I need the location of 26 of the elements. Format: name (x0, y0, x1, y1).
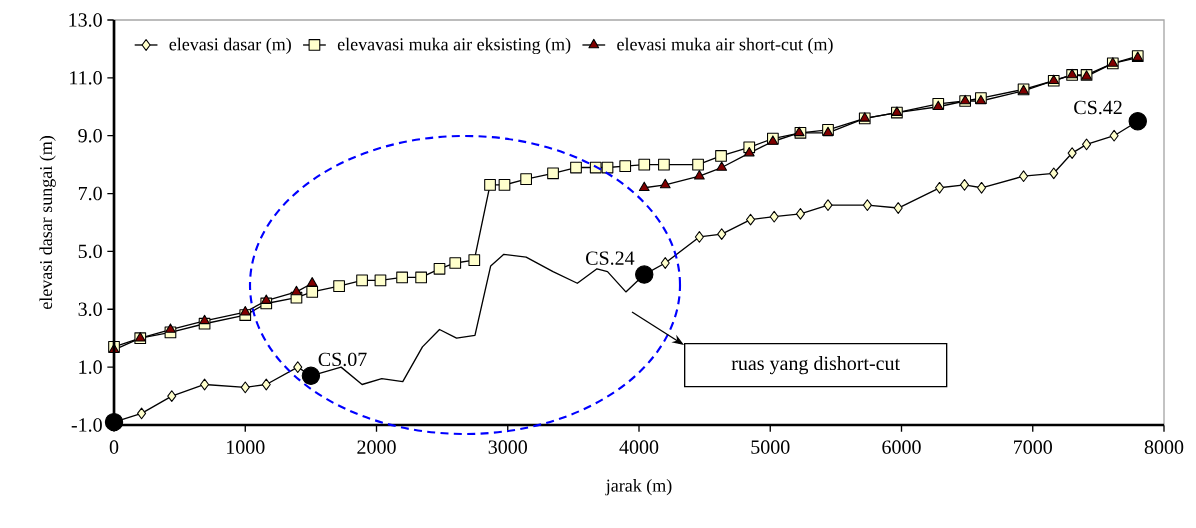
x-tick-label: 0 (109, 440, 119, 454)
y-tick-label: -1.0 (71, 418, 102, 432)
x-tick-label: 4000 (619, 440, 659, 454)
x-tick-label: 3000 (488, 440, 527, 454)
y-tick-label: 11.0 (70, 71, 102, 85)
legend-label: elevavasi muka air eksisting (m) (337, 37, 571, 55)
annotation: CS.07 (318, 352, 367, 367)
x-tick-label: 6000 (882, 440, 921, 454)
x-axis-title: jarak (m) (605, 479, 672, 496)
x-tick-label: 5000 (751, 440, 790, 454)
y-axis-title: elevasi dasar sungai (m) (39, 136, 56, 309)
annotation: CS.24 (586, 251, 635, 265)
y-tick-label: 5.0 (78, 244, 102, 259)
y-tick-label: 3.0 (78, 302, 102, 317)
x-tick-label: 7000 (1014, 440, 1052, 454)
y-tick-label: 7.0 (78, 186, 102, 201)
legend-label: elevasi dasar (m) (169, 37, 291, 55)
annotation: ruas yang dishort-cut (731, 356, 900, 375)
legend-label: elevasi muka air short-cut (m) (617, 37, 833, 55)
x-tick-label: 1000 (227, 440, 265, 454)
annotation: CS.42 (1074, 100, 1122, 115)
x-tick-label: 8000 (1144, 440, 1184, 454)
y-tick-label: 9.0 (78, 128, 102, 143)
x-tick-label: 2000 (357, 440, 396, 454)
y-tick-label: 13.0 (69, 13, 102, 27)
y-tick-label: 1.0 (79, 360, 102, 374)
